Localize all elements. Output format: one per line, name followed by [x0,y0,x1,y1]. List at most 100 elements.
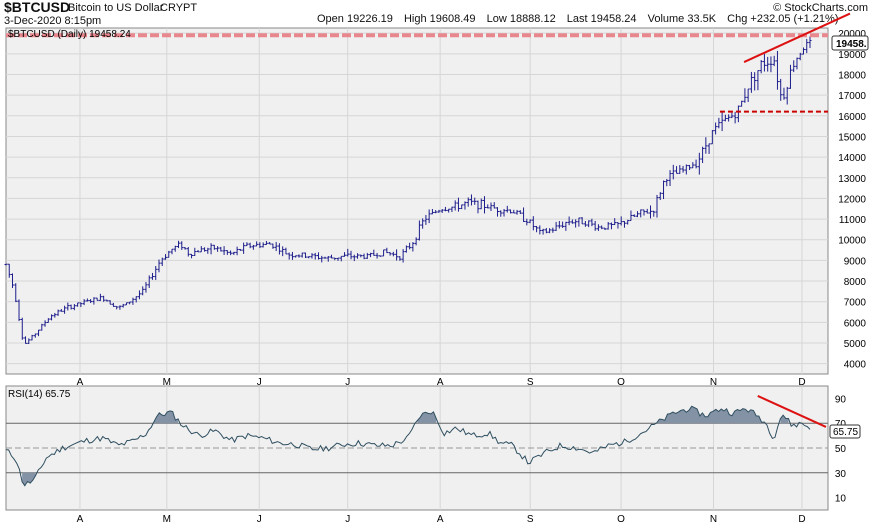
price-annotations [6,12,851,113]
price-bars [4,36,812,345]
ohlc-bar [131,297,135,305]
ohlc-bar [27,338,31,345]
ohlc-bar [274,241,278,252]
ohlc-bar [375,252,379,259]
ohlc-bar [701,146,705,164]
ohlc-bar [749,71,753,93]
price-y-tick-label: 13000 [838,174,866,185]
ohlc-bar [388,252,392,256]
ohlc-bar [613,218,617,226]
ohlc-bar [424,214,428,225]
price-y-tick-label: 5000 [844,339,867,350]
ohlc-bar [479,198,483,210]
ohlc-bar [225,250,229,255]
ohlc-bar [232,251,236,255]
ohlc-bar [95,297,99,301]
price-last-tag-text: 19458. [836,39,867,50]
ohlc-bar [580,217,584,225]
price-y-tick-label: 9000 [844,256,867,267]
ohlc-bar [24,336,28,344]
rsi-last-tag: 65.75 [829,424,861,439]
ohlc-bar [525,218,529,226]
ohlc-bar [509,209,513,214]
ohlc-bar [294,255,298,258]
ohlc-bar [154,266,158,280]
ohlc-bar [723,114,727,122]
last-value: 19458.24 [590,13,637,25]
ohlc-bar [290,251,294,260]
ohlc-bar [216,246,220,252]
price-legend: $BTCUSD (Daily) 19458.24 [8,29,131,40]
ohlc-bar [681,165,685,173]
ohlc-bar [69,304,73,310]
ohlc-bar [333,257,337,261]
price-y-tick-label: 12000 [838,194,866,205]
ohlc-bar [66,302,70,311]
ohlc-bar [720,112,724,132]
ohlc-bar [675,166,679,174]
ohlc-bar [450,206,454,213]
ohlc-bar [437,209,441,213]
rsi-x-tick-label: M [163,514,171,525]
price-y-tick-label: 19000 [838,50,866,61]
ohlc-bar [486,204,490,209]
ohlc-bar [587,220,591,228]
ohlc-bar [779,78,783,101]
ohlc-bar [56,309,60,316]
ohlc-bar [79,302,83,308]
ohlc-bar [414,237,418,246]
ohlc-bar [310,253,314,259]
ohlc-bar [557,220,561,229]
ohlc-bar [177,240,181,249]
ohlc-bar [222,246,226,255]
ohlc-bar [180,241,184,250]
symbol-title: $BTCUSD [4,0,71,15]
ohlc-bar [626,219,630,225]
ohlc-bar [339,255,343,262]
ohlc-bar [72,304,76,311]
ohlc-bar [11,273,15,289]
price-x-tick-label: A [437,377,444,388]
ohlc-bar [619,216,623,226]
ohlc-bar [688,164,692,171]
ohlc-bar [772,55,776,67]
volume-value: 33.5K [687,13,717,25]
ohlc-bar [85,298,89,302]
ohlc-bar [300,252,304,258]
ohlc-bar [684,164,688,175]
ohlc-bar [769,56,773,73]
price-x-tick-label: S [527,377,534,388]
price-x-tick-label: O [617,377,625,388]
ohlc-bar [160,257,164,266]
ohlc-bar [616,222,620,229]
ohlc-bar [157,259,161,273]
rsi-line [5,395,827,487]
ohlc-bar [297,254,301,258]
rsi-overbought-fill [656,406,765,424]
ohlc-bar [82,299,86,306]
ohlc-bar [258,242,262,249]
ohlc-bar [639,209,643,218]
ohlc-bar [570,219,574,224]
ohlc-bar [404,245,408,253]
ohlc-bar [697,152,701,175]
ohlc-bar [398,256,402,261]
ohlc-bar [489,202,493,212]
date-label: 3-Dec-2020 8:15pm [4,15,102,27]
ohlc-bar [268,241,272,245]
ohlc-bar [251,244,255,250]
ohlc-bar [596,224,600,231]
ohlc-bar [668,170,672,186]
ohlc-bar [782,87,786,100]
ohlc-bar [121,303,125,308]
rsi-y-tick-label: 30 [835,469,847,480]
ohlc-bar [632,214,636,217]
ohlc-bar [544,227,548,234]
ohlc-bar [622,221,626,228]
brand-label: © StockCharts.com [773,2,868,14]
rsi-y-axis: 1030507090 [835,394,847,504]
ohlc-bar [792,60,796,73]
ohlc-bar [730,112,734,119]
ohlc-bar [756,70,760,91]
